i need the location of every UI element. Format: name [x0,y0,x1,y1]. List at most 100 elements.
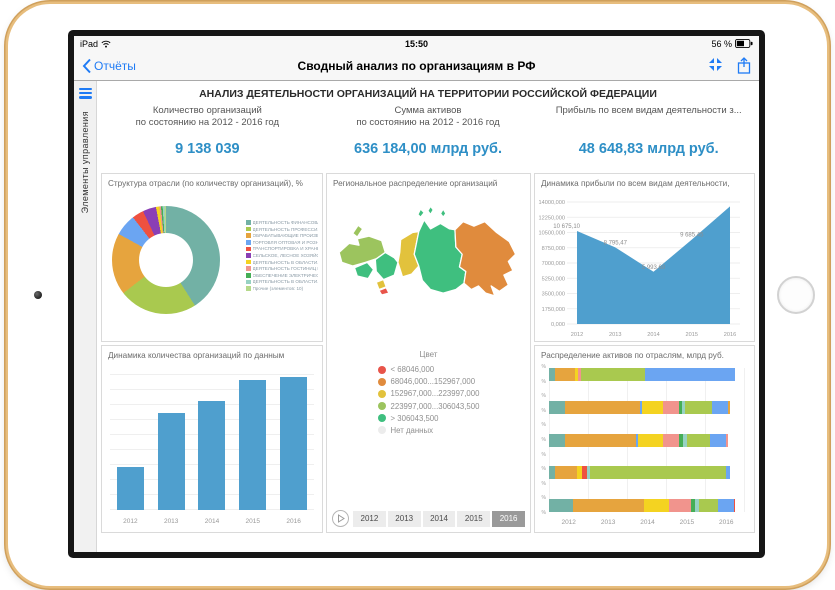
svg-text:2015: 2015 [686,332,698,338]
battery-icon [735,39,753,48]
russia-map[interactable] [331,190,521,342]
svg-text:8 795,47: 8 795,47 [604,240,628,246]
play-button[interactable] [332,510,349,527]
stacked-bar-row[interactable] [549,433,746,447]
map-legend-items: < 68046,000 68046,000...152967,000 152967,… [377,365,480,438]
donut-legend-item[interactable]: ДЕЯТЕЛЬНОСТЬ В ОБЛАСТИ... [246,279,318,284]
year-button-2012[interactable]: 2012 [353,510,386,527]
year-button-2015[interactable]: 2015 [457,510,491,527]
hamburger-menu-icon[interactable] [78,86,92,101]
year-button-2016[interactable]: 2016 [492,510,525,527]
wifi-icon [101,40,111,47]
map-legend-item[interactable]: 68046,000...152967,000 [377,377,480,386]
map-legend-item[interactable]: 223997,000...306043,500 [377,402,479,411]
svg-text:5 993,60: 5 993,60 [642,265,666,271]
panel-title: Динамика прибыли по всем видам деятельно… [541,179,730,188]
kpi-label: Сумма активов [394,105,462,116]
stacked-bar-row[interactable] [549,368,746,381]
back-button-label: Отчёты [94,58,136,73]
org-count-dynamics-panel: Динамика количества организаций по данны… [101,345,323,533]
dashboard: АНАЛИЗ ДЕЯТЕЛЬНОСТИ ОРГАНИЗАЦИЙ НА ТЕРРИ… [97,81,759,552]
svg-text:3500,000: 3500,000 [542,292,565,298]
donut-hole [139,233,193,287]
kpi-label: по состоянию на 2012 - 2016 год [135,117,279,128]
stacked-ylabels: %%%%%%%%%%% [541,364,546,516]
map-legend-item[interactable]: Нет данных [377,426,480,435]
map-legend-item[interactable]: < 68046,000 [377,365,480,374]
year-button-2014[interactable]: 2014 [422,510,456,527]
map-region-island[interactable] [439,208,447,218]
battery-percent-label: 56 % [711,38,732,49]
donut-legend: ДЕЯТЕЛЬНОСТЬ ФИНАНСОВА... ДЕЯТЕЛЬНОСТЬ ПР… [246,220,318,293]
donut-chart[interactable] [112,206,220,314]
donut-legend-item[interactable]: Прочие (элементов: 10) [246,286,318,291]
kpi-assets-sum: Сумма активов по состоянию на 2012 - 201… [318,105,539,171]
kpi-row: Количество организаций по состоянию на 2… [97,105,759,171]
kpi-value: 636 184,00 млрд руб. [354,141,502,157]
collapse-icon[interactable] [708,57,723,72]
donut-legend-item[interactable]: ДЕЯТЕЛЬНОСТЬ ФИНАНСОВА... [246,220,318,225]
stacked-bar-row[interactable] [549,400,746,414]
kpi-org-count: Количество организаций по состоянию на 2… [97,105,318,171]
timeline-years: 2012 2013 2014 2015 2016 [353,510,525,527]
panel-title: Распределение активов по отраслям, млрд … [541,351,724,360]
back-button[interactable]: Отчёты [82,58,232,74]
bar-chart-bars[interactable] [110,370,314,510]
map-legend-item[interactable]: > 306043,500 [377,414,480,423]
bar-2015[interactable] [239,379,267,510]
panel-title: Структура отрасли (по количеству организ… [108,179,303,188]
kpi-label: по состоянию на 2012 - 2016 год [356,117,500,128]
regional-map-panel: Региональное распределение организаций [326,173,531,533]
kpi-profit: Прибыль по всем видам деятельности з... … [538,105,759,171]
status-bar: iPad 15:50 56 % [74,36,759,51]
bar-2013[interactable] [157,413,185,510]
area-chart-svg[interactable]: 0,000 1750,000 3500,000 5250,000 7000,000 875… [537,192,747,340]
home-button[interactable] [777,276,815,314]
svg-text:14000,000: 14000,000 [539,200,565,206]
svg-text:1750,000: 1750,000 [542,307,565,313]
svg-text:8750,000: 8750,000 [542,246,565,252]
svg-text:10 675,10: 10 675,10 [553,224,580,230]
map-legend-title: Цвет [419,350,438,359]
share-icon[interactable] [737,57,751,74]
stacked-rows[interactable] [549,368,746,512]
ipad-device-frame: iPad 15:50 56 % [8,4,827,586]
donut-legend-item[interactable]: ОБЕСПЕЧЕНИЕ ЭЛЕКТРИЧЕС... [246,273,318,278]
page-title: Сводный анализ по организациям в РФ [297,58,536,73]
bar-chart-xlabels: 2012 2013 2014 2015 2016 [123,518,301,525]
panel-title: Региональное распределение организаций [333,179,498,188]
donut-legend-item[interactable]: ТОРГОВЛЯ ОПТОВАЯ И РОЗН... [246,240,318,245]
control-sidebar: Элементы управления [74,81,97,552]
map-region-volga[interactable] [374,251,399,281]
map-region-urals[interactable] [397,230,420,278]
bar-2016[interactable] [280,377,308,510]
donut-legend-item[interactable]: ТРАНСПОРТИРОВКА И ХРАНЕ... [246,246,318,251]
app-window: iPad 15:50 56 % [74,36,759,552]
map-legend-item[interactable]: 152967,000...223997,000 [377,389,479,398]
donut-legend-item[interactable]: ДЕЯТЕЛЬНОСТЬ ПРОФЕССИ... [246,227,318,232]
map-region-south[interactable] [375,278,387,291]
bar-2014[interactable] [198,400,226,510]
map-region-north-caucasus[interactable] [378,287,390,296]
donut-legend-item[interactable]: ОБРАБАТЫВАЮЩИЕ ПРОИЗВ... [246,233,318,238]
map-region-far-east[interactable] [454,221,517,297]
kpi-label: Прибыль по всем видам деятельности з... [555,105,742,116]
donut-legend-item[interactable]: ДЕЯТЕЛЬНОСТЬ ГОСТИНИЦ И... [246,266,318,271]
year-button-2013[interactable]: 2013 [387,510,421,527]
stacked-bar-row[interactable] [549,466,746,480]
stacked-xlabels: 2012 2013 2014 2015 2016 [561,519,734,526]
map-region-island[interactable] [427,205,434,216]
svg-text:5250,000: 5250,000 [542,276,565,282]
timeline-control: 2012 2013 2014 2015 2016 [332,510,525,527]
map-region-northwest-islands[interactable] [352,224,364,238]
front-camera [34,291,42,299]
sidebar-label: Элементы управления [80,110,90,213]
donut-legend-item[interactable]: ДЕЯТЕЛЬНОСТЬ В ОБЛАСТИ... [246,260,318,265]
map-region-northwest[interactable] [338,235,386,267]
donut-legend-item[interactable]: СЕЛЬСКОЕ, ЛЕСНОЕ ХОЗЯЙС... [246,253,318,258]
bar-2012[interactable] [116,466,144,510]
map-region-island[interactable] [417,208,425,218]
svg-text:2013: 2013 [609,332,621,338]
map-region-central[interactable] [353,261,375,280]
stacked-bar-row[interactable] [549,499,746,512]
